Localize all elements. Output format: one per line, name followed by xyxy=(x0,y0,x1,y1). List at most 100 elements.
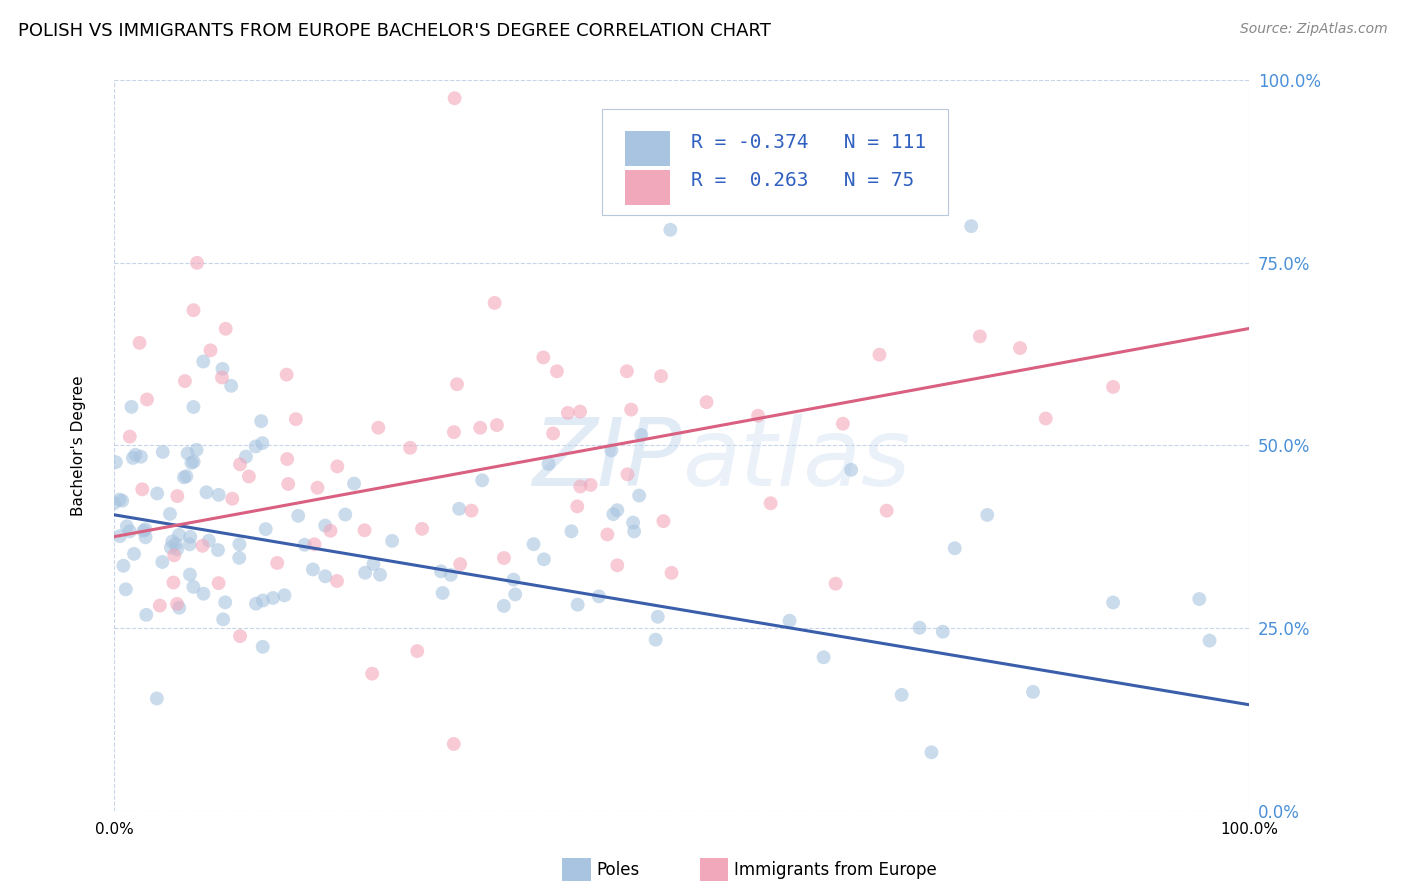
Point xyxy=(207,543,229,558)
Point xyxy=(183,580,205,594)
Point xyxy=(266,556,288,570)
Point xyxy=(659,223,682,237)
Point xyxy=(824,576,846,591)
Point xyxy=(869,348,891,362)
Point xyxy=(502,573,524,587)
Point xyxy=(319,524,342,538)
Point xyxy=(179,567,201,582)
Point xyxy=(522,537,544,551)
Point xyxy=(118,429,141,443)
Point xyxy=(920,745,942,759)
FancyBboxPatch shape xyxy=(602,109,949,215)
Point xyxy=(166,597,188,611)
Point xyxy=(152,445,174,459)
Point xyxy=(276,368,298,382)
Point xyxy=(492,551,515,566)
Point xyxy=(146,691,169,706)
Point xyxy=(876,503,898,517)
Point xyxy=(183,455,205,469)
Point xyxy=(443,91,465,105)
Point xyxy=(162,534,184,549)
Point xyxy=(567,598,589,612)
Point xyxy=(287,508,309,523)
Point xyxy=(115,519,138,533)
Point xyxy=(363,557,385,571)
Point xyxy=(484,296,506,310)
Point xyxy=(104,455,127,469)
Point xyxy=(443,425,465,439)
Point xyxy=(228,537,250,551)
Point xyxy=(122,547,145,561)
Point xyxy=(180,456,202,470)
Point xyxy=(1102,595,1125,609)
Point xyxy=(620,402,643,417)
Point xyxy=(920,190,942,204)
Point xyxy=(167,528,190,542)
Point xyxy=(277,477,299,491)
Point xyxy=(503,587,526,601)
Point xyxy=(304,537,326,551)
Point xyxy=(449,557,471,571)
Point xyxy=(254,522,277,536)
Point xyxy=(432,586,454,600)
Point xyxy=(569,404,592,418)
Point xyxy=(252,640,274,654)
Point xyxy=(606,558,628,573)
Point xyxy=(492,599,515,613)
Point xyxy=(121,400,143,414)
Text: atlas: atlas xyxy=(682,415,910,506)
Text: R = -0.374   N = 111: R = -0.374 N = 111 xyxy=(690,133,925,152)
Point xyxy=(165,537,187,551)
Point xyxy=(541,426,564,441)
Point xyxy=(245,439,267,453)
Point xyxy=(207,576,229,591)
Point xyxy=(314,518,336,533)
Point xyxy=(406,644,429,658)
Point xyxy=(616,467,638,482)
Point xyxy=(354,566,377,580)
Point xyxy=(606,503,628,517)
Point xyxy=(343,476,366,491)
Point xyxy=(124,448,146,462)
Point xyxy=(831,417,853,431)
Point xyxy=(969,329,991,343)
Point xyxy=(108,492,131,507)
Point xyxy=(198,533,221,548)
Point xyxy=(1022,685,1045,699)
Point xyxy=(208,488,231,502)
Point xyxy=(443,737,465,751)
Point xyxy=(284,412,307,426)
Point xyxy=(661,566,683,580)
Point xyxy=(273,588,295,602)
Point xyxy=(111,493,134,508)
Point xyxy=(159,507,181,521)
Point xyxy=(173,470,195,484)
Point xyxy=(368,567,391,582)
Point xyxy=(602,507,624,521)
Text: ZIP: ZIP xyxy=(531,415,682,506)
Point xyxy=(179,537,201,551)
Point xyxy=(630,428,652,442)
Point xyxy=(135,607,157,622)
Point xyxy=(262,591,284,605)
Point xyxy=(628,489,651,503)
Point xyxy=(470,421,492,435)
Point xyxy=(600,443,623,458)
Point xyxy=(381,533,404,548)
Point xyxy=(186,256,208,270)
Point xyxy=(557,406,579,420)
Point xyxy=(485,418,508,433)
Point xyxy=(533,552,555,566)
FancyBboxPatch shape xyxy=(624,131,671,166)
Point xyxy=(647,609,669,624)
Point xyxy=(122,450,145,465)
Point xyxy=(759,496,782,510)
Point xyxy=(326,459,349,474)
Point xyxy=(1188,592,1211,607)
Point xyxy=(779,614,801,628)
Point xyxy=(361,666,384,681)
Point xyxy=(353,523,375,537)
Point xyxy=(813,650,835,665)
Point xyxy=(238,469,260,483)
Point xyxy=(134,522,156,536)
